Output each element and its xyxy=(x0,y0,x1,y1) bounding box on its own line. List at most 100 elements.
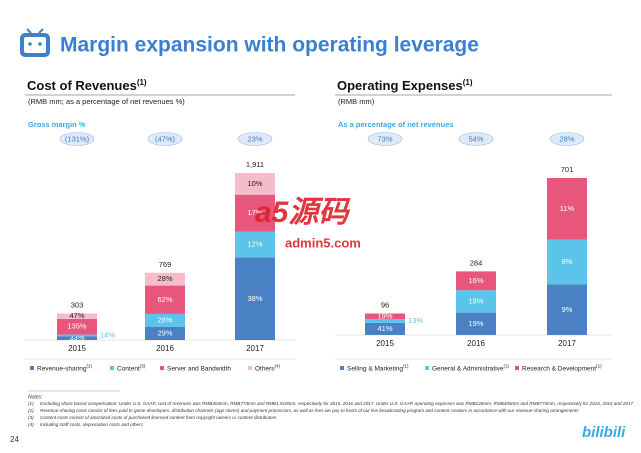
bar-segment xyxy=(365,319,405,323)
legend-name: Revenue-sharing xyxy=(37,365,87,372)
legend-note: (2) xyxy=(87,364,93,369)
bar-segment xyxy=(365,313,405,320)
annotation-label: (131%) xyxy=(65,134,90,143)
legend-swatch xyxy=(515,366,519,370)
annotation-oval xyxy=(549,132,585,146)
annotation-label: 28% xyxy=(559,134,574,143)
legend-note: (1) xyxy=(504,364,510,369)
bar-segment xyxy=(145,326,185,340)
notes: Notes:(1) Excluding share based compensat… xyxy=(28,390,633,427)
annotation-title: Gross margin % xyxy=(28,120,86,129)
segment-label: 62% xyxy=(157,295,172,304)
x-tick-label: 2015 xyxy=(68,344,86,353)
segment-label: 135% xyxy=(67,322,87,331)
segment-label: 10% xyxy=(247,179,262,188)
segment-label: 11% xyxy=(560,204,575,213)
chart: Operating Expenses(1)(RMB mm)As a percen… xyxy=(335,78,612,372)
total-label: 303 xyxy=(71,301,84,310)
legend-name: Selling & Marketing xyxy=(347,365,403,372)
total-label: 701 xyxy=(561,165,574,174)
bar-segment xyxy=(547,239,587,285)
bar-segment xyxy=(547,178,587,240)
annotation-label: 23% xyxy=(247,134,262,143)
legend-note: (1) xyxy=(403,364,409,369)
segment-label: 41% xyxy=(377,324,392,333)
chart-subtitle: (RMB mm; as a percentage of net revenues… xyxy=(28,97,185,106)
segment-label: 38% xyxy=(247,294,262,303)
legend-swatch xyxy=(30,366,34,370)
slide-title: Margin expansion with operating leverage xyxy=(60,34,479,57)
tv-icon xyxy=(20,28,50,57)
legend-swatch xyxy=(160,366,164,370)
legend-name: Server and Bandwidth xyxy=(167,365,231,372)
bar-segment xyxy=(57,334,97,337)
bar-segment xyxy=(456,271,496,291)
bar-segment xyxy=(456,290,496,313)
segment-label: 16% xyxy=(468,276,483,285)
chart-title-text: Operating Expenses xyxy=(337,78,463,93)
legend-swatch xyxy=(110,366,114,370)
annotation-oval xyxy=(147,132,183,146)
bar-segment xyxy=(235,257,275,340)
legend-note: (4) xyxy=(275,364,281,369)
annotation-title: As a percentage of net revenues xyxy=(338,120,453,129)
bar-segment xyxy=(235,231,275,258)
bar-segment xyxy=(145,285,185,314)
legend-label: Revenue-sharing(2) xyxy=(37,364,93,373)
legend-label: Selling & Marketing(1) xyxy=(347,364,409,373)
total-label: 1,911 xyxy=(246,160,264,169)
note-text: Excluding share based compensation: Unde… xyxy=(40,401,633,406)
charts: Cost of Revenues(1)(RMB mm; as a percent… xyxy=(25,78,612,372)
watermark-site: admin5.com xyxy=(285,235,361,250)
note-number: (3) xyxy=(28,415,34,420)
segment-label: 14% xyxy=(100,330,115,339)
segment-label: 19% xyxy=(468,319,483,328)
chart-title-note: (1) xyxy=(463,78,473,87)
watermark-brand: a5源码 xyxy=(255,196,351,229)
chart-title: Cost of Revenues(1) xyxy=(27,78,147,93)
segment-label: 29% xyxy=(157,328,172,337)
legend-label: Content(3) xyxy=(117,364,146,373)
segment-label: 47% xyxy=(69,311,84,320)
note-text: Content costs consist of amortized costs… xyxy=(40,415,277,420)
chart-title-text: Cost of Revenues xyxy=(27,78,137,93)
note-text: Including staff costs, depreciation cost… xyxy=(40,422,144,427)
annotation-oval xyxy=(237,132,273,146)
total-label: 96 xyxy=(381,300,389,309)
x-tick-label: 2016 xyxy=(156,344,174,353)
segment-label: 33% xyxy=(69,333,84,342)
segment-label: 28% xyxy=(157,315,172,324)
legend-label: Research & Development(1) xyxy=(522,364,602,373)
annotation-oval xyxy=(458,132,494,146)
legend-label: Others(4) xyxy=(255,364,281,373)
chart: Cost of Revenues(1) (RMB mm; as a percent… xyxy=(25,78,295,372)
segment-label: 9% xyxy=(562,305,573,314)
total-label: 769 xyxy=(159,260,172,269)
segment-label: 28% xyxy=(157,274,172,283)
x-tick-label: 2017 xyxy=(246,344,264,353)
note-number: (4) xyxy=(28,422,34,427)
legend-name: Others xyxy=(255,365,275,372)
bar-segment xyxy=(365,322,405,335)
chart-title: Operating Expenses(1) xyxy=(337,78,473,93)
bar-segment xyxy=(235,194,275,232)
x-tick-label: 2015 xyxy=(376,339,394,348)
x-tick-label: 2017 xyxy=(558,339,576,348)
bar-segment xyxy=(547,284,587,335)
chart-subtitle: (RMB mm) xyxy=(338,97,375,106)
watermark: a5源码 admin5.com xyxy=(255,196,361,251)
segment-label: 17% xyxy=(247,208,262,217)
annotation-oval xyxy=(59,132,95,146)
segment-label: 19% xyxy=(468,296,483,305)
page-number: 24 xyxy=(10,435,19,444)
annotation-label: (47%) xyxy=(155,134,176,143)
note-number: (1) xyxy=(28,401,34,406)
notes-title: Notes: xyxy=(28,394,43,400)
segment-label: 8% xyxy=(562,257,573,266)
legend-note: (1) xyxy=(596,364,602,369)
annotation-label: 73% xyxy=(377,134,392,143)
legend-swatch xyxy=(248,366,252,370)
bar-segment xyxy=(145,272,185,286)
bar-segment xyxy=(57,318,97,335)
